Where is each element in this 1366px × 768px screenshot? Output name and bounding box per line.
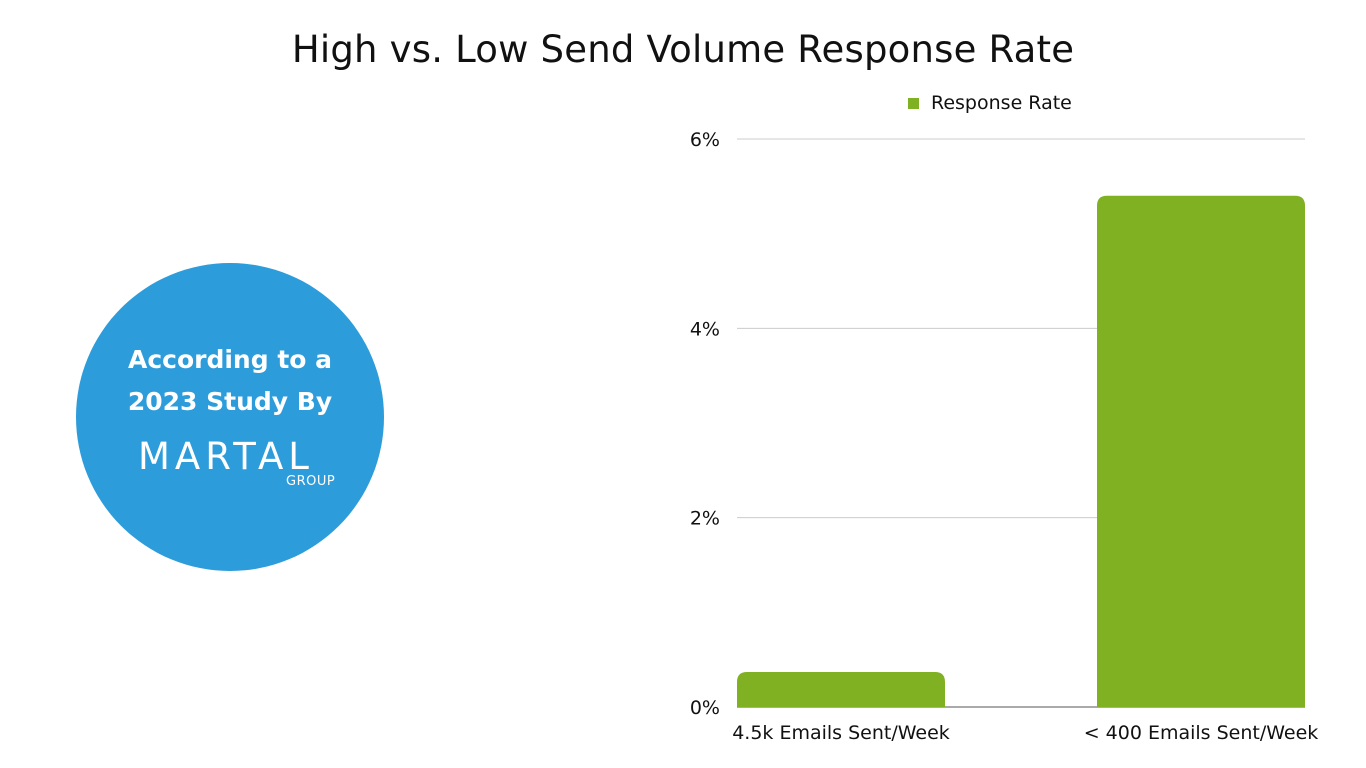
- x-axis-labels: 4.5k Emails Sent/Week < 400 Emails Sent/W…: [732, 722, 1318, 744]
- x-tick-label: < 400 Emails Sent/Week: [1084, 722, 1319, 744]
- y-axis-ticks: 0% 2% 4% 6%: [690, 129, 720, 719]
- bar: [1097, 195, 1305, 708]
- study-badge: According to a 2023 Study By MARTAL GROU…: [76, 263, 384, 571]
- x-tick-label: 4.5k Emails Sent/Week: [732, 722, 950, 744]
- legend-swatch: [908, 97, 919, 109]
- badge-line-2: 2023 Study By: [127, 387, 333, 416]
- y-tick-label: 0%: [690, 697, 720, 719]
- martal-logo-group: GROUP: [286, 474, 336, 489]
- martal-logo: MARTAL: [138, 435, 314, 478]
- chart-title: High vs. Low Send Volume Response Rate: [291, 28, 1075, 71]
- y-tick-label: 2%: [690, 508, 720, 530]
- legend-label: Response Rate: [931, 92, 1072, 114]
- y-tick-label: 6%: [690, 129, 720, 151]
- badge-line-1: According to a: [127, 345, 333, 374]
- chart-legend: Response Rate: [908, 92, 1072, 114]
- y-tick-label: 4%: [690, 318, 720, 340]
- bars: [737, 195, 1305, 708]
- bar: [737, 671, 945, 707]
